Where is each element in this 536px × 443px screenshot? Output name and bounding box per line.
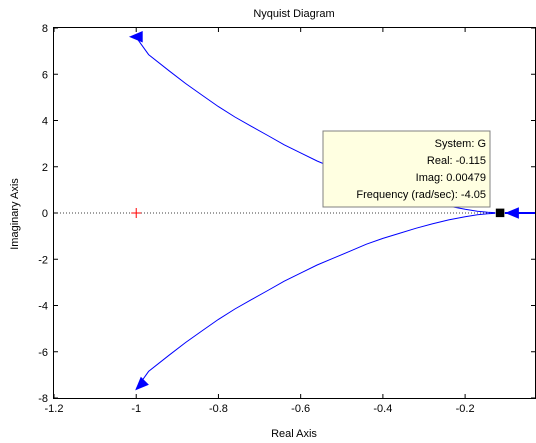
y-axis-label: Imaginary Axis	[9, 178, 21, 250]
y-tick-label: -6	[38, 347, 48, 359]
datatip-marker[interactable]	[495, 208, 505, 218]
x-axis-label: Real Axis	[271, 428, 317, 440]
x-tick-label: -0.2	[456, 403, 475, 415]
x-tick-label: -0.4	[373, 403, 392, 415]
chart-title: Nyquist Diagram	[253, 8, 334, 20]
direction-arrow-icon	[135, 376, 149, 391]
y-tick-label: -8	[38, 393, 48, 405]
datatip-line: System: G	[435, 138, 486, 150]
axis-ticks: -1.2 -1 -0.8 -0.6 -0.4 -0.2 -8 -6 -4 -2 0 2 4 6 8	[38, 23, 535, 415]
direction-arrow-icon	[128, 31, 143, 43]
nyquist-branch-1	[135, 212, 501, 390]
y-tick-label: 0	[42, 208, 48, 220]
datatip-line: Real: -0.115	[427, 155, 486, 167]
datatip[interactable]: System: G Real: -0.115 Imag: 0.00479 Freque…	[322, 130, 505, 218]
y-tick-label: -2	[38, 254, 48, 266]
y-tick-label: -4	[38, 301, 48, 313]
y-tick-label: 2	[42, 162, 48, 174]
x-tick-label: -0.6	[291, 403, 310, 415]
datatip-line: Frequency (rad/sec): -4.05	[356, 189, 486, 201]
x-tick-label: -1.2	[45, 403, 64, 415]
plot-markers	[128, 31, 519, 391]
x-tick-label: -0.8	[209, 403, 228, 415]
direction-arrow-icon	[505, 207, 519, 219]
y-tick-label: 8	[42, 23, 48, 35]
y-tick-label: 4	[42, 116, 48, 128]
y-tick-label: 6	[42, 69, 48, 81]
datatip-line: Imag: 0.00479	[416, 172, 486, 184]
x-tick-label: -1	[131, 403, 141, 415]
datatip-box	[322, 130, 491, 208]
